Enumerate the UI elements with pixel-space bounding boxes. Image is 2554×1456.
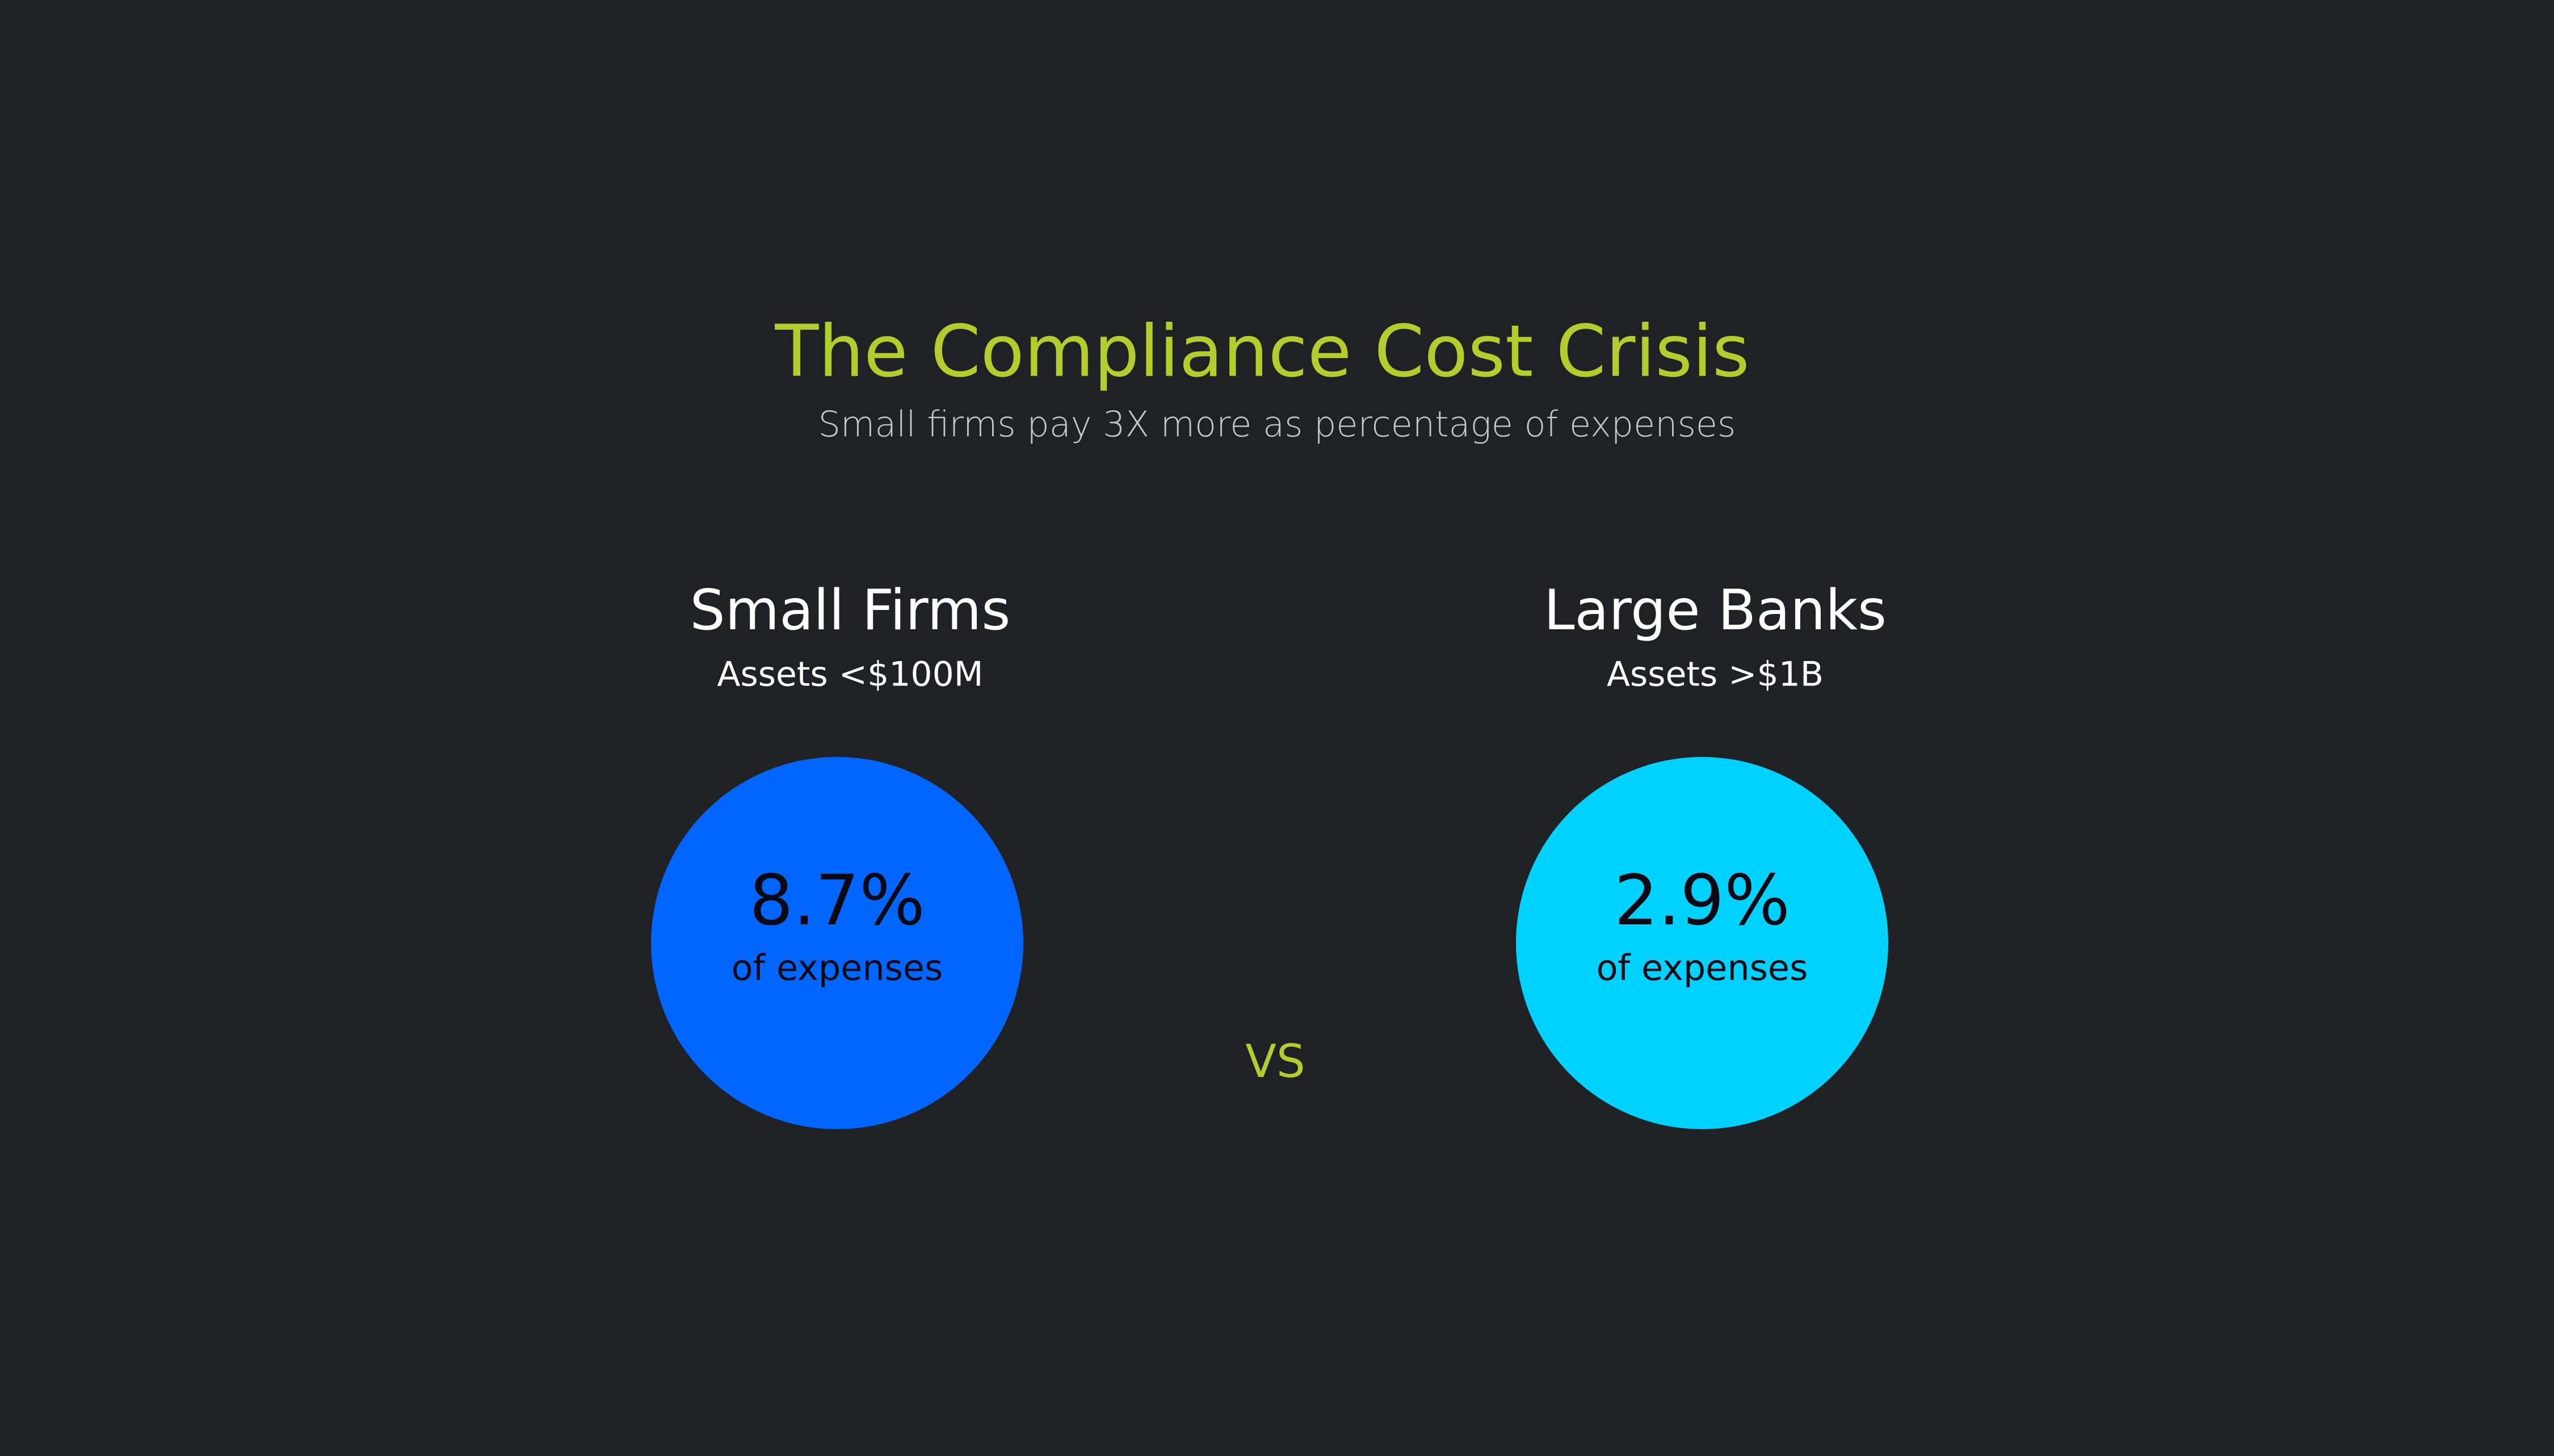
- stat-value: 2.9%: [1614, 860, 1790, 941]
- panel-subheading: Assets >$1B: [1607, 655, 1824, 695]
- panel-heading: Large Banks: [1544, 578, 1887, 643]
- subtitle: Small firms pay 3X more as percentage of…: [818, 403, 1736, 445]
- title: The Compliance Cost Crisis: [774, 310, 1749, 393]
- stat-caption: of expenses: [732, 947, 943, 988]
- stat-circle: [1516, 757, 1888, 1129]
- stat-caption: of expenses: [1597, 947, 1808, 988]
- vs-label: VS: [1245, 1035, 1305, 1088]
- stat-circle: [651, 757, 1023, 1129]
- stat-value: 8.7%: [749, 860, 925, 941]
- panel-heading: Small Firms: [690, 578, 1011, 643]
- panel-subheading: Assets <$100M: [717, 655, 983, 695]
